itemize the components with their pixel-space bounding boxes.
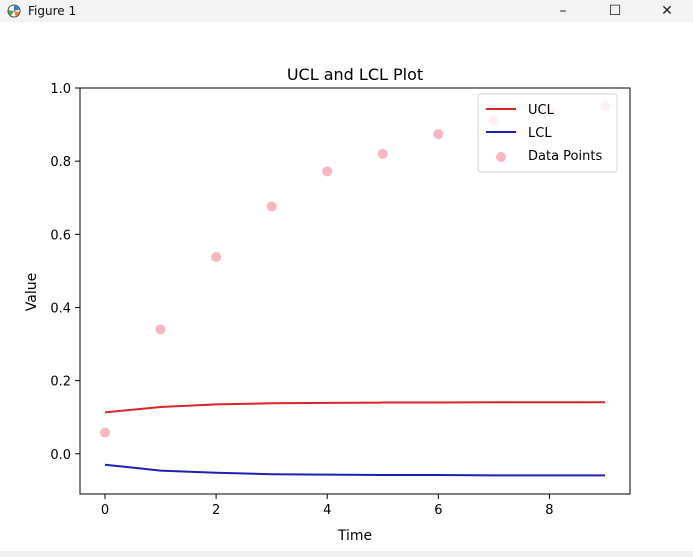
x-tick-label: 6 [434,503,442,518]
y-tick-label: 0.8 [50,155,71,170]
data-points-point [211,251,222,262]
legend-label-lcl: LCL [528,126,552,141]
legend-swatch-data-points [496,152,506,162]
minimize-icon: – [559,3,567,19]
lcl-line [104,463,605,477]
window-controls: – ☐ ✕ [537,0,693,22]
data-points-point [322,166,333,177]
x-tick-label: 4 [323,503,331,518]
legend-box [477,93,618,173]
chart-title: UCL and LCL Plot [287,65,423,84]
x-tick-label: 8 [545,503,553,518]
x-tick-label: 0 [101,503,109,518]
data-points-point [377,148,388,159]
y-tick-label: 0.0 [50,448,71,463]
data-points-point [266,201,277,212]
data-points-point [433,129,444,140]
y-tick-label: 1.0 [50,82,71,97]
y-tick-label: 0.4 [50,301,71,316]
axis-ticks: 0 2 4 6 8 0.0 0.2 0.4 0.6 0.8 1.0 [50,82,553,518]
minimize-button[interactable]: – [537,0,589,22]
y-tick-label: 0.2 [50,375,71,390]
ucl-line [104,401,605,414]
legend: UCL LCL Data Points [477,93,618,173]
x-axis-label: Time [337,528,372,544]
status-bar [0,551,693,557]
matplotlib-icon [6,3,22,19]
legend-label-data-points: Data Points [528,149,602,164]
data-points-point [100,427,110,438]
legend-label-ucl: UCL [528,103,555,118]
y-axis-label: Value [24,273,40,311]
y-tick-label: 0.6 [50,228,71,243]
figure-canvas: UCL and LCL Plot Time Value 0 2 4 6 8 0.0 0.2 0… [0,22,693,551]
maximize-icon: ☐ [608,3,622,19]
window-titlebar: Figure 1 – ☐ ✕ [0,0,693,22]
close-button[interactable]: ✕ [641,0,693,22]
axes-frame [79,87,631,495]
x-tick-label: 2 [212,503,220,518]
chart: UCL and LCL Plot Time Value 0 2 4 6 80.00.20… [24,65,631,544]
window-title: Figure 1 [28,4,77,18]
data-points-point [155,324,166,335]
close-icon: ✕ [661,3,673,19]
maximize-button[interactable]: ☐ [589,0,641,22]
